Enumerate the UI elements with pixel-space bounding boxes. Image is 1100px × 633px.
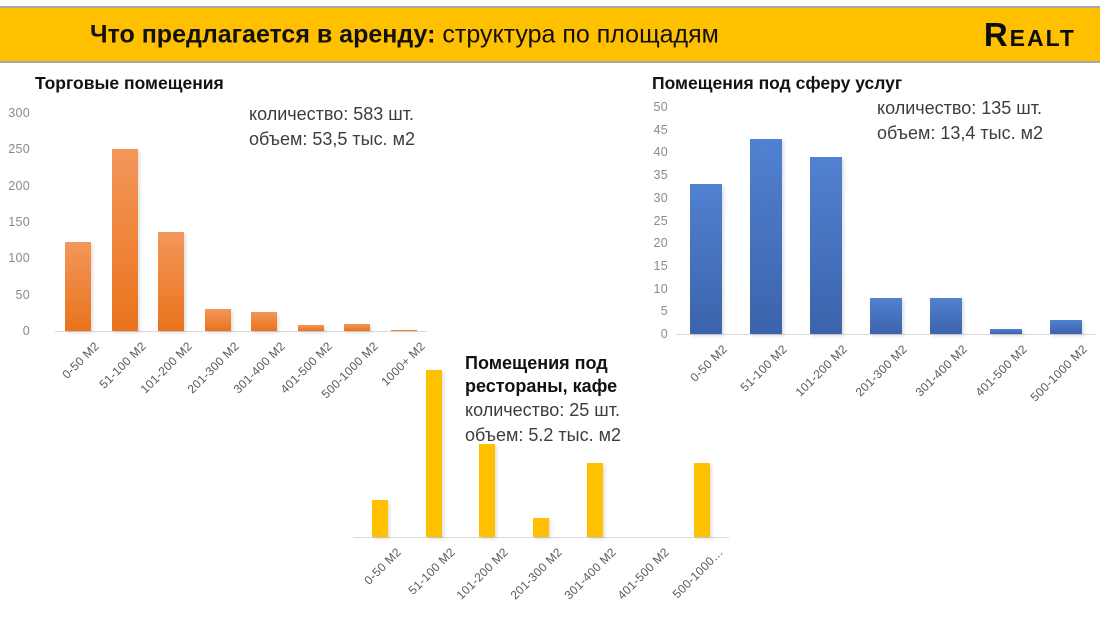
page-title-regular: структура по площадям <box>435 20 719 48</box>
bar <box>870 297 902 334</box>
y-axis-tick-label: 25 <box>653 213 668 228</box>
chart-title: Помещения под сферу услуг <box>652 73 903 93</box>
bar <box>810 156 842 334</box>
chart-title-line-1: Помещения под <box>465 353 608 373</box>
y-axis-tick-label: 35 <box>653 168 668 183</box>
bar <box>479 444 496 537</box>
bar <box>65 242 92 331</box>
x-axis-label: 201-300 м2 <box>184 339 242 397</box>
y-axis-tick-label: 30 <box>653 190 668 205</box>
bar <box>390 330 417 331</box>
annotation-volume: объем: 5.2 тыс. м2 <box>465 425 621 445</box>
annotation-count: количество: 135 шт. <box>877 98 1042 118</box>
y-axis-tick-label: 15 <box>653 258 668 273</box>
bar <box>533 518 549 537</box>
chart-annotation: количество: 583 шт. объем: 53,5 тыс. м2 <box>249 102 415 152</box>
chart-restaurant-premises: Помещения под рестораны, кафе количество… <box>345 350 785 618</box>
x-axis-label: 401-500 м2 <box>277 339 335 397</box>
y-axis-tick-label: 150 <box>8 215 30 229</box>
x-axis-label: 101-200 м2 <box>137 339 196 397</box>
bar <box>344 324 371 331</box>
bar <box>425 370 442 537</box>
x-axis-label: 301-400 м2 <box>230 339 289 397</box>
realt-logo: Realt <box>983 15 1076 53</box>
y-axis-tick-label: 0 <box>660 327 668 341</box>
chart-retail-premises: Торговые помещения количество: 583 шт. о… <box>0 68 470 438</box>
y-axis-tick-label: 100 <box>8 251 30 266</box>
chart-annotation: количество: 135 шт. объем: 13,4 тыс. м2 <box>877 96 1043 146</box>
bar <box>204 309 231 331</box>
y-axis-tick-label: 45 <box>653 122 668 137</box>
y-axis-tick-label: 200 <box>8 178 30 193</box>
bar <box>750 138 782 334</box>
bar <box>694 462 711 537</box>
y-axis-tick-label: 20 <box>653 236 668 251</box>
bar <box>251 312 278 331</box>
annotation-count: количество: 25 шт. <box>465 400 620 420</box>
y-axis-tick-label: 300 <box>8 106 30 120</box>
plot-area: 0 50 100 150 200 250 300 0-50 м2 51-100 м2 101-20… <box>8 106 427 401</box>
bar <box>690 184 722 334</box>
chart-title-line-2: рестораны, кафе <box>465 376 618 396</box>
chart-title: Торговые помещения <box>35 73 224 93</box>
bar <box>111 148 138 331</box>
bar <box>930 297 962 334</box>
y-axis-tick-label: 5 <box>660 304 668 319</box>
y-axis-tick-label: 10 <box>653 281 668 296</box>
bar <box>158 232 185 331</box>
chart-service-premises: Помещения под сферу услуг количество: 13… <box>650 68 1100 438</box>
annotation-volume: объем: 53,5 тыс. м2 <box>249 129 415 149</box>
y-axis-tick-label: 40 <box>653 145 668 160</box>
bar <box>586 462 603 537</box>
page-title: Что предлагается в аренду: структура по … <box>90 20 719 49</box>
y-axis-tick-label: 0 <box>22 324 30 338</box>
annotation-volume: объем: 13,4 тыс. м2 <box>877 123 1043 143</box>
x-axis-label: 0-50 м2 <box>59 339 103 382</box>
bar <box>990 329 1022 334</box>
y-axis-tick-label: 50 <box>653 100 668 114</box>
plot-area: 0 5 10 15 20 25 30 35 40 45 50 0-50 м2 51-100 м2 101-… <box>653 100 1096 404</box>
plot-area: 0-50 м2 51-100 м2 101-200 м2 201-300 м2 301-… <box>353 370 729 602</box>
page-title-bold: Что предлагается в аренду: <box>90 20 436 48</box>
x-axis-label: 51-100 м2 <box>96 339 149 392</box>
y-axis-tick-label: 250 <box>8 142 30 157</box>
chart-title-annotation-block: Помещения под рестораны, кафе количество… <box>465 352 621 448</box>
annotation-count: количество: 583 шт. <box>249 104 414 124</box>
bar <box>297 325 324 331</box>
header-band: Что предлагается в аренду: структура по … <box>0 6 1100 63</box>
bar <box>371 499 388 537</box>
y-axis-tick-label: 50 <box>15 287 30 302</box>
bar <box>1050 320 1082 334</box>
